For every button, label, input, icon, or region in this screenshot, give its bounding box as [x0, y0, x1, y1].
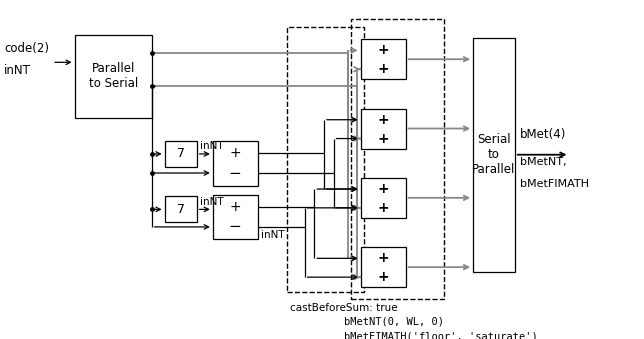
Text: +: +	[377, 251, 389, 265]
Text: +: +	[377, 43, 389, 57]
Text: inNT: inNT	[261, 230, 285, 240]
Text: −: −	[229, 165, 242, 180]
Bar	[213, 141, 258, 185]
Bar	[361, 178, 406, 218]
Bar	[473, 38, 515, 272]
Bar	[351, 19, 444, 299]
Text: inNT: inNT	[200, 141, 223, 151]
Text: bMet(4): bMet(4)	[520, 128, 566, 141]
Text: code(2): code(2)	[4, 42, 49, 55]
Text: Parallel
to Serial: Parallel to Serial	[88, 62, 138, 90]
Text: +: +	[377, 270, 389, 284]
Text: bMetFIMATH('floor', 'saturate'): bMetFIMATH('floor', 'saturate')	[345, 332, 538, 339]
Bar	[75, 35, 152, 118]
Text: bMetFIMATH: bMetFIMATH	[520, 179, 589, 189]
Text: inNT: inNT	[4, 63, 31, 77]
Text: +: +	[377, 113, 389, 127]
Bar	[165, 196, 196, 222]
Text: inNT: inNT	[200, 197, 223, 207]
Bar	[213, 195, 258, 239]
Text: 7: 7	[176, 147, 185, 160]
Text: +: +	[377, 132, 389, 145]
Bar	[361, 39, 406, 79]
Text: +: +	[229, 200, 241, 214]
Bar	[361, 247, 406, 287]
Bar	[165, 141, 196, 167]
Text: +: +	[229, 146, 241, 160]
Text: +: +	[377, 201, 389, 215]
Text: +: +	[377, 182, 389, 196]
Text: bMetNT,: bMetNT,	[520, 157, 567, 167]
Text: +: +	[377, 62, 389, 76]
Text: castBeforeSum: true: castBeforeSum: true	[290, 303, 397, 313]
Text: Serial
to
Parallel: Serial to Parallel	[472, 133, 516, 176]
Bar	[361, 108, 406, 148]
Text: −: −	[229, 219, 242, 234]
Bar	[287, 27, 364, 292]
Text: 7: 7	[176, 203, 185, 216]
Text: bMetNT(0, WL, 0): bMetNT(0, WL, 0)	[345, 316, 444, 326]
